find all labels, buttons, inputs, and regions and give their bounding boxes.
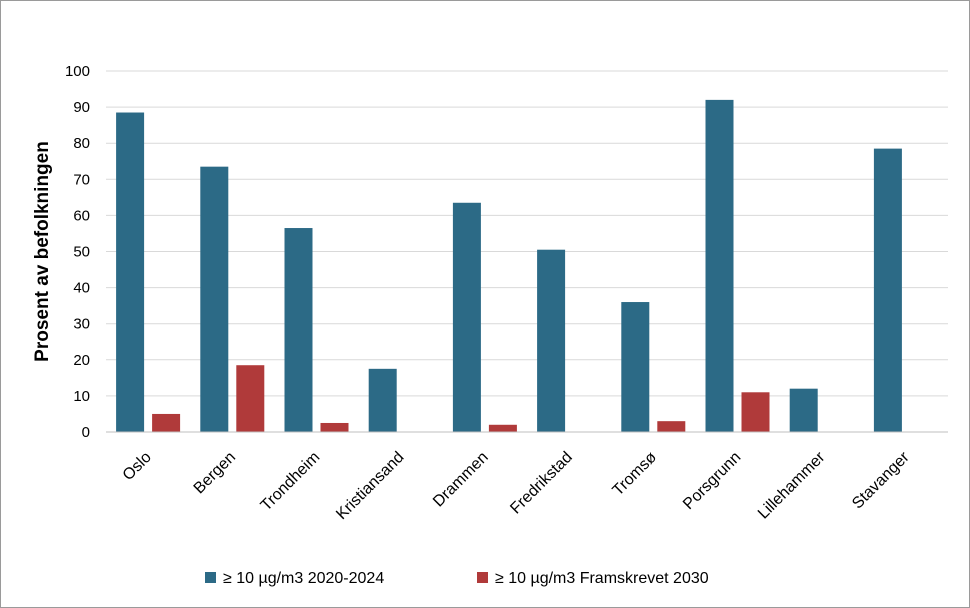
- x-category-label: Lillehammer: [755, 448, 829, 522]
- y-tick-label: 40: [73, 280, 90, 297]
- x-category-label: Bergen: [191, 449, 240, 498]
- y-tick-label: 10: [73, 388, 90, 405]
- y-tick-labels: 0 10 20 30 40 50 60 70 80 90 100: [65, 63, 90, 441]
- bar-series2: [657, 421, 686, 432]
- legend: ≥ 10 µg/m3 2020-2024 ≥ 10 µg/m3 Framskrev…: [205, 570, 709, 587]
- x-category-label: Stavanger: [849, 448, 913, 512]
- bar-series1: [621, 302, 650, 432]
- x-category-label: Drammen: [430, 449, 492, 511]
- gridlines: [106, 70, 948, 397]
- y-tick-label: 50: [73, 244, 90, 261]
- x-category-labels: Oslo Bergen Trondheim Kristiansand Drammen Fr…: [120, 448, 914, 523]
- bars: [116, 99, 902, 433]
- y-tick-label: 20: [73, 352, 90, 369]
- bar-series1: [537, 249, 566, 432]
- y-tick-label: 80: [73, 135, 90, 152]
- x-category-label: Trondheim: [258, 449, 324, 515]
- bar-series2: [152, 413, 181, 432]
- legend-swatch: [205, 572, 216, 583]
- y-tick-label: 70: [73, 171, 90, 188]
- bar-series1: [368, 368, 397, 432]
- bar-series1: [284, 228, 313, 432]
- bar-series1: [873, 148, 902, 433]
- bar-series2: [236, 365, 265, 432]
- x-category-label: Tromsø: [610, 449, 661, 500]
- bar-series2: [320, 422, 349, 432]
- bar-series1: [452, 202, 481, 432]
- y-tick-label: 60: [73, 207, 90, 224]
- bar-series2: [741, 392, 770, 432]
- y-tick-label: 90: [73, 99, 90, 116]
- bar-series1: [705, 99, 734, 432]
- legend-label: ≥ 10 µg/m3 2020-2024: [223, 570, 384, 587]
- x-category-label: Porsgrunn: [680, 449, 744, 513]
- bar-series1: [200, 166, 229, 433]
- x-category-label: Fredrikstad: [507, 449, 576, 518]
- y-tick-label: 30: [73, 316, 90, 333]
- y-tick-label: 0: [82, 424, 90, 441]
- bar-series1: [116, 112, 145, 432]
- bar-series1: [789, 388, 818, 432]
- bar-series2: [488, 424, 517, 432]
- x-category-label: Kristiansand: [333, 449, 407, 523]
- legend-swatch: [477, 572, 488, 583]
- x-category-label: Oslo: [120, 449, 155, 484]
- legend-label: ≥ 10 µg/m3 Framskrevet 2030: [495, 570, 709, 587]
- y-tick-label: 100: [65, 63, 90, 80]
- y-axis-title: Prosent av befolkningen: [32, 141, 53, 362]
